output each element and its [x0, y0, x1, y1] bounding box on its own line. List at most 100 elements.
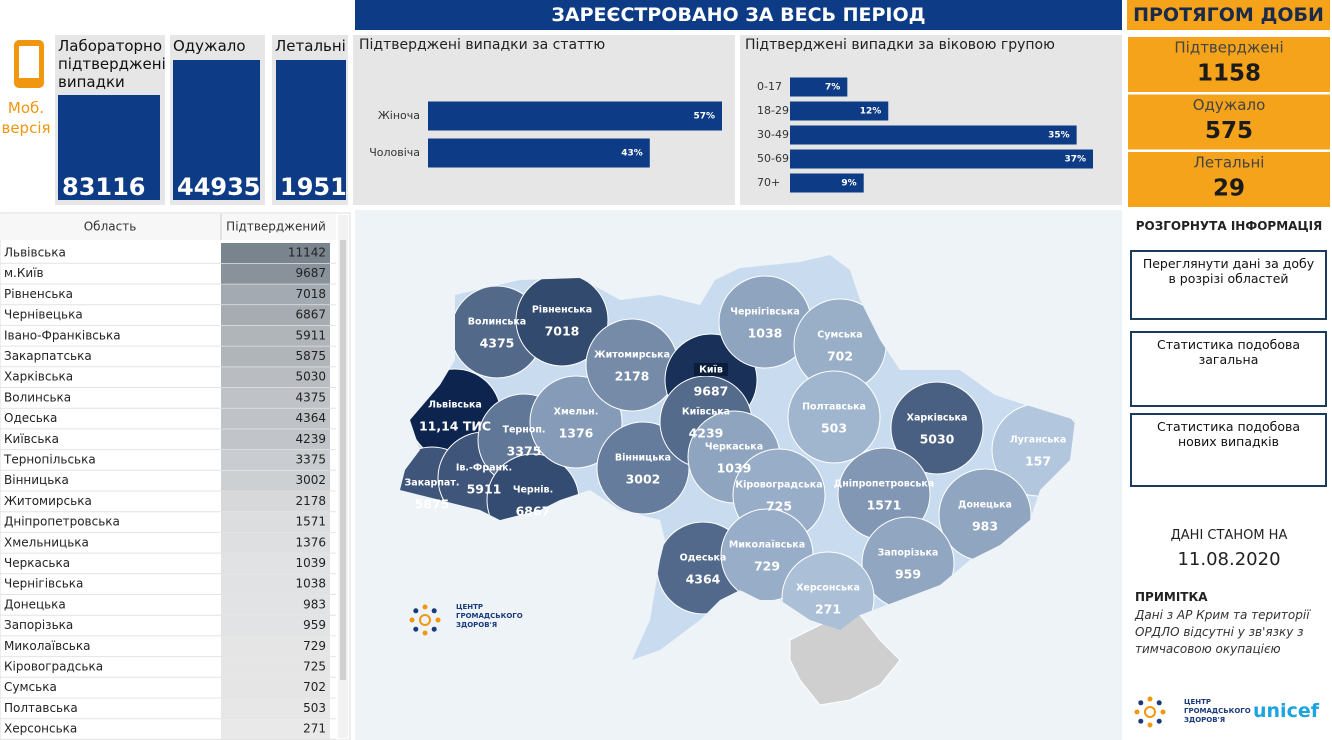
logo-dot [1138, 718, 1144, 724]
region-value: 7018 [545, 324, 580, 339]
region-name: Львівська [4, 246, 66, 260]
category-label: 18-29 [757, 104, 789, 117]
region-label: Луганська [1010, 435, 1067, 446]
region-name: Херсонська [4, 722, 77, 736]
logo-dot [1147, 722, 1153, 728]
card-box [276, 60, 346, 200]
region-label: Дніпропетровська [834, 479, 935, 490]
logo-dot [409, 617, 415, 623]
region-value: 5911 [295, 328, 326, 342]
logo-dot [413, 608, 419, 614]
region-label: Хмельн. [554, 407, 599, 418]
bar [790, 101, 889, 121]
region-label: Херсонська [796, 583, 860, 594]
region-value: 7018 [295, 287, 326, 301]
region-name: Київська [4, 432, 59, 446]
region-name: Тернопільська [3, 453, 96, 467]
column-header: Область [84, 220, 137, 234]
region-name: Миколаївська [4, 639, 90, 653]
region-name: Чернівецька [4, 308, 83, 322]
region-value: 4239 [689, 426, 724, 441]
region-label: Чернів. [513, 485, 553, 496]
region-value: 4364 [295, 411, 326, 425]
region-name: Чернігівська [4, 577, 83, 591]
region-value: 5875 [415, 497, 450, 512]
overlay: 83116 44935 1951 Підтверджені 1158 Одужало 575… [0, 35, 1330, 740]
data-bar [221, 263, 330, 284]
daily-value: 1158 [1197, 61, 1261, 87]
nav-button[interactable]: Статистика подобова загальна [1130, 331, 1327, 407]
daily-card [1128, 94, 1330, 150]
region-value: 5030 [920, 432, 955, 447]
card-box [58, 95, 160, 200]
data-bar [221, 657, 330, 677]
logo-dot [422, 604, 428, 610]
logo-dot [431, 626, 437, 632]
value-label: 7% [825, 83, 840, 93]
region-value: 983 [972, 519, 998, 534]
value-label: 43% [621, 149, 643, 159]
region-value: 3375 [507, 444, 542, 459]
daily-card [1128, 152, 1330, 207]
region-value: 702 [827, 349, 853, 364]
data-bar [221, 636, 330, 657]
region-value: 2178 [615, 369, 650, 384]
card-value: 83116 [62, 173, 146, 201]
value-label: 37% [1064, 155, 1086, 165]
data-bar [221, 429, 330, 450]
region-value: 959 [303, 618, 326, 632]
region-name: Житомирська [4, 494, 92, 508]
region-label: Чернігівська [730, 307, 799, 318]
region-value: 1039 [295, 556, 326, 570]
scroll-thumb[interactable] [340, 240, 346, 680]
region-value: 1571 [867, 498, 902, 513]
region-value: 3002 [626, 472, 661, 487]
mobile-screen [19, 46, 39, 78]
data-bar [221, 594, 330, 615]
card-label: Лабораторно підтверджені випадки [58, 37, 166, 91]
daily-label: Летальні [1194, 154, 1265, 172]
logo-dot [1156, 700, 1162, 706]
data-bar [221, 470, 330, 491]
logo-dot [1138, 700, 1144, 706]
logo-text: ЦЕНТР ГРОМАДСЬКОГО ЗДОРОВ'Я [456, 603, 523, 629]
column-header: Підтверджений [226, 220, 326, 234]
category-label: 70+ [757, 176, 780, 189]
region-value: 6867 [516, 504, 551, 519]
region-label: Волинська [468, 317, 526, 328]
card-box [173, 60, 260, 200]
data-bar [221, 325, 330, 346]
mobile-link[interactable]: Моб. версія [1, 99, 51, 137]
region-label: Кіровоградська [735, 480, 822, 491]
region-value: 2178 [295, 494, 326, 508]
nav-button[interactable]: Статистика подобова нових випадків [1130, 413, 1327, 487]
region-value: 5875 [295, 349, 326, 363]
daily-value: 575 [1205, 118, 1253, 144]
region-label: Київ [699, 365, 723, 376]
data-bar [221, 512, 330, 533]
region-name: Запорізька [4, 618, 73, 632]
logo-dot [435, 617, 441, 623]
logo-text: ЦЕНТР ГРОМАДСЬКОГО ЗДОРОВ'Я [1184, 698, 1251, 724]
region-shape [890, 381, 984, 475]
note-title: ПРИМІТКА [1135, 590, 1208, 604]
category-label: 30-49 [757, 128, 789, 141]
region-value: 271 [815, 602, 841, 617]
region-value: 3002 [295, 473, 326, 487]
data-bar [221, 284, 330, 305]
data-bar [221, 387, 330, 408]
region-label: Ів.-Франк. [456, 463, 512, 474]
data-bar [221, 491, 330, 512]
region-value: 983 [303, 597, 326, 611]
data-bar [221, 615, 330, 636]
data-bar [221, 367, 330, 388]
chart-title: Підтверджені випадки за віковою групою [745, 37, 1055, 53]
data-bar [221, 450, 330, 470]
region-label: Миколаївська [729, 540, 805, 551]
region-value: 6867 [295, 308, 326, 322]
nav-button[interactable]: Переглянути дані за добу в розрізі облас… [1130, 250, 1327, 320]
bar [790, 173, 864, 193]
category-label: Жіноча [378, 109, 420, 122]
region-name: Харківська [4, 370, 73, 384]
region-name: Івано-Франківська [4, 328, 121, 342]
